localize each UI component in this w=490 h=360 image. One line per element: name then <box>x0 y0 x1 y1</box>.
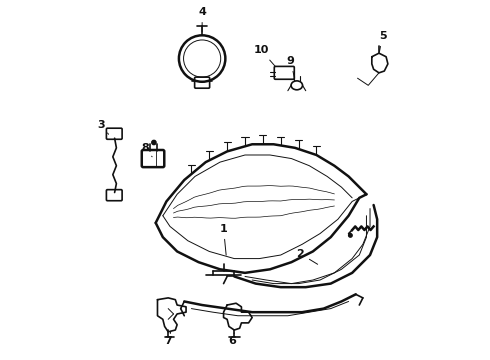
Text: 9: 9 <box>287 56 294 78</box>
Text: 4: 4 <box>198 7 206 32</box>
Text: 6: 6 <box>228 333 236 346</box>
Text: 10: 10 <box>253 45 275 67</box>
Text: 2: 2 <box>296 249 318 264</box>
Circle shape <box>152 140 156 145</box>
Text: 3: 3 <box>98 120 109 134</box>
Text: 5: 5 <box>379 31 386 51</box>
Text: 1: 1 <box>220 224 227 255</box>
Text: 7: 7 <box>164 332 172 346</box>
Text: 8: 8 <box>141 143 152 157</box>
Circle shape <box>348 234 352 237</box>
